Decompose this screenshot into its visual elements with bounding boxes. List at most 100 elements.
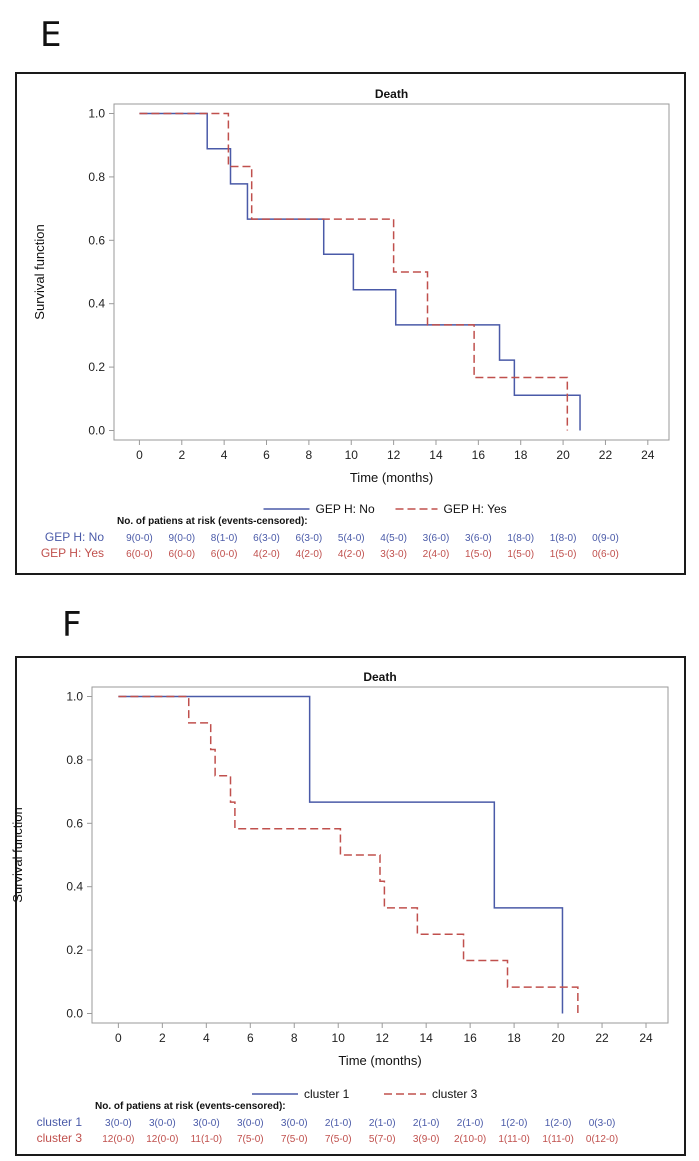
panel-e-risk-cell: 0(9-0) <box>592 533 619 544</box>
panel-e-series-1-curve <box>139 112 581 431</box>
panel-f-risk-cell: 7(5-0) <box>325 1134 352 1145</box>
panel-e-risk-cell: 0(6-0) <box>592 549 619 560</box>
panel-f-risk-cell: 1(2-0) <box>545 1118 572 1129</box>
panel-f-risk-cell: 3(0-0) <box>105 1118 132 1129</box>
panel-e-y-tick-label: 0.0 <box>88 423 105 437</box>
panel-f-risk-cell: 3(0-0) <box>281 1118 308 1129</box>
panel-f-x-tick-label: 18 <box>507 1031 521 1045</box>
panel-e-risk-row-label: GEP H: No <box>45 530 104 544</box>
panel-f-x-tick-label: 10 <box>332 1031 346 1045</box>
panel-e-y-tick-label: 0.4 <box>88 297 105 311</box>
panel-f-risk-cell: 11(1-0) <box>191 1134 223 1145</box>
panel-e-risk-cell: 3(6-0) <box>423 533 450 544</box>
panel-e-risk-cell: 8(1-0) <box>211 533 238 544</box>
panel-f-risk-cell: 3(0-0) <box>237 1118 264 1129</box>
panel-letter-e: E <box>40 15 62 55</box>
panel-f-risk-title: No. of patiens at risk (events-censored)… <box>95 1101 286 1112</box>
panel-e-legend-label-2: GEP H: Yes <box>444 502 507 516</box>
panel-e-risk-cell: 3(6-0) <box>465 533 492 544</box>
panel-e-risk-cell: 1(5-0) <box>465 549 492 560</box>
panel-e-x-tick-label: 12 <box>387 448 401 462</box>
panel-f-risk-cell: 1(2-0) <box>501 1118 528 1129</box>
panel-e-y-tick-label: 0.6 <box>88 233 105 247</box>
panel-f-y-tick-label: 1.0 <box>66 690 83 704</box>
panel-f-x-tick-label: 20 <box>551 1031 565 1045</box>
panel-e-x-axis-label: Time (months) <box>350 470 433 485</box>
panel-f-x-tick-label: 16 <box>463 1031 477 1045</box>
panel-f-x-tick-label: 8 <box>291 1031 298 1045</box>
panel-f-risk-cell: 2(1-0) <box>325 1118 352 1129</box>
panel-e-risk-cell: 4(5-0) <box>380 533 407 544</box>
panel-f-y-axis-label: Survival function <box>10 807 25 902</box>
panel-f-risk-row-label: cluster 1 <box>37 1115 83 1129</box>
panel-f-x-tick-label: 22 <box>595 1031 609 1045</box>
panel-e-risk-title: No. of patiens at risk (events-censored)… <box>117 516 308 527</box>
panel-f-risk-cell: 2(1-0) <box>369 1118 396 1129</box>
panel-e-risk-cell: 6(0-0) <box>126 549 153 560</box>
panel-f-y-tick-label: 0.4 <box>66 880 83 894</box>
panel-f-risk-cell: 3(9-0) <box>413 1134 440 1145</box>
panel-e-risk-row-label: GEP H: Yes <box>41 546 104 560</box>
panel-f-legend-label-1: cluster 1 <box>304 1087 350 1101</box>
panel-e-risk-cell: 4(2-0) <box>296 549 323 560</box>
panel-f-y-tick-label: 0.2 <box>66 943 83 957</box>
panel-e-x-tick-label: 10 <box>345 448 359 462</box>
panel-e-x-tick-label: 24 <box>641 448 655 462</box>
panel-f-y-tick-label: 0.8 <box>66 753 83 767</box>
panel-e-title: Death <box>375 87 408 101</box>
panel-e-risk-cell: 9(0-0) <box>168 533 195 544</box>
panel-e-x-tick-label: 8 <box>306 448 313 462</box>
panel-e-risk-cell: 1(8-0) <box>550 533 577 544</box>
panel-f-x-tick-label: 24 <box>639 1031 653 1045</box>
panel-f-risk-cell: 12(0-0) <box>146 1134 178 1145</box>
panel-f-x-tick-label: 0 <box>115 1031 122 1045</box>
panel-f-y-tick-label: 0.0 <box>66 1006 83 1020</box>
panel-f-y-tick-label: 0.6 <box>66 816 83 830</box>
panel-f-x-tick-label: 6 <box>247 1031 254 1045</box>
panel-e-risk-cell: 1(5-0) <box>507 549 534 560</box>
panel-f-risk-cell: 3(0-0) <box>193 1118 220 1129</box>
panel-e-risk-cell: 4(2-0) <box>253 549 280 560</box>
panel-f-risk-cell: 2(1-0) <box>457 1118 484 1129</box>
panel-e-risk-cell: 9(0-0) <box>126 533 153 544</box>
panel-e-frame <box>15 72 686 575</box>
panel-f-risk-cell: 2(10-0) <box>454 1134 486 1145</box>
panel-e-x-tick-label: 6 <box>263 448 270 462</box>
panel-f-risk-cell: 7(5-0) <box>237 1134 264 1145</box>
panel-e-y-tick-label: 0.8 <box>88 170 105 184</box>
panel-e-series-2-curve <box>139 112 569 431</box>
panel-f-risk-cell: 7(5-0) <box>281 1134 308 1145</box>
panel-e-x-tick-label: 18 <box>514 448 528 462</box>
panel-e-risk-cell: 4(2-0) <box>338 549 365 560</box>
panel-e-y-tick-label: 1.0 <box>88 107 105 121</box>
panel-f-x-tick-label: 12 <box>376 1031 390 1045</box>
panel-f-risk-cell: 12(0-0) <box>102 1134 134 1145</box>
panel-f-series-1-curve <box>118 695 564 1014</box>
panel-e-legend-label-1: GEP H: No <box>316 502 375 516</box>
panel-f-series-2-curve <box>118 695 579 1014</box>
panel-f-risk-cell: 0(3-0) <box>589 1118 616 1129</box>
panel-f-risk-cell: 3(0-0) <box>149 1118 176 1129</box>
panel-e-risk-cell: 3(3-0) <box>380 549 407 560</box>
panel-f-title: Death <box>363 670 396 684</box>
panel-f-risk-row-label: cluster 3 <box>37 1131 83 1145</box>
panel-e-risk-cell: 1(8-0) <box>507 533 534 544</box>
panel-f-risk-cell: 5(7-0) <box>369 1134 396 1145</box>
panel-f-x-axis-label: Time (months) <box>338 1053 421 1068</box>
panel-e-x-tick-label: 22 <box>599 448 613 462</box>
panel-f-x-tick-label: 14 <box>419 1031 433 1045</box>
panel-e-risk-cell: 6(0-0) <box>211 549 238 560</box>
panel-letter-f: F <box>62 605 82 645</box>
panel-f-legend-label-2: cluster 3 <box>432 1087 478 1101</box>
panel-f-risk-cell: 1(11-0) <box>542 1134 574 1145</box>
panel-e-risk-cell: 6(0-0) <box>168 549 195 560</box>
panel-e-risk-cell: 6(3-0) <box>296 533 323 544</box>
panel-e-risk-cell: 5(4-0) <box>338 533 365 544</box>
panel-e-y-axis-label: Survival function <box>32 224 47 319</box>
panel-f-plot-area <box>91 686 669 1024</box>
panel-f-frame <box>15 656 686 1156</box>
panel-f-risk-cell: 1(11-0) <box>498 1134 530 1145</box>
panel-e-risk-cell: 6(3-0) <box>253 533 280 544</box>
panel-e-risk-cell: 2(4-0) <box>423 549 450 560</box>
